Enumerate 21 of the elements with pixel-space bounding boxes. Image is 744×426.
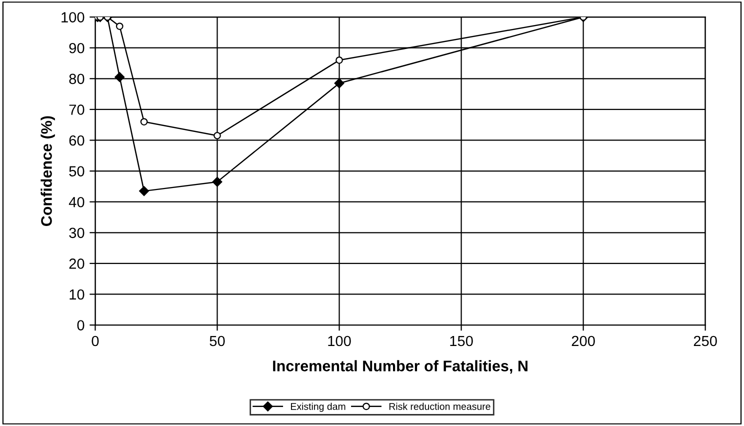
x-axis-title: Incremental Number of Fatalities, N (273, 360, 528, 374)
x-tick-label: 250 (694, 336, 717, 346)
y-tick-label: 20 (69, 258, 84, 269)
x-tick-label: 100 (328, 336, 351, 346)
legend-label: Risk reduction measure (389, 402, 490, 410)
y-tick-label: 70 (69, 104, 84, 115)
y-axis-title: Confidence (%) (40, 116, 55, 226)
x-tick-label: 50 (210, 336, 225, 346)
legend-label: Existing dam (290, 402, 346, 412)
y-tick-label: 90 (69, 42, 84, 54)
y-tick-label: 0 (77, 320, 84, 330)
x-tick-label: 200 (572, 336, 595, 346)
x-tick-label: 0 (92, 336, 99, 346)
y-tick-label: 50 (69, 166, 84, 176)
y-tick-label: 40 (68, 196, 84, 208)
y-tick-label: 30 (69, 228, 84, 238)
y-tick-label: 60 (69, 135, 84, 146)
y-tick-label: 10 (70, 289, 84, 300)
y-tick-label: 80 (69, 74, 84, 84)
x-tick-label: 150 (450, 336, 473, 346)
y-tick-label: 100 (62, 12, 84, 22)
